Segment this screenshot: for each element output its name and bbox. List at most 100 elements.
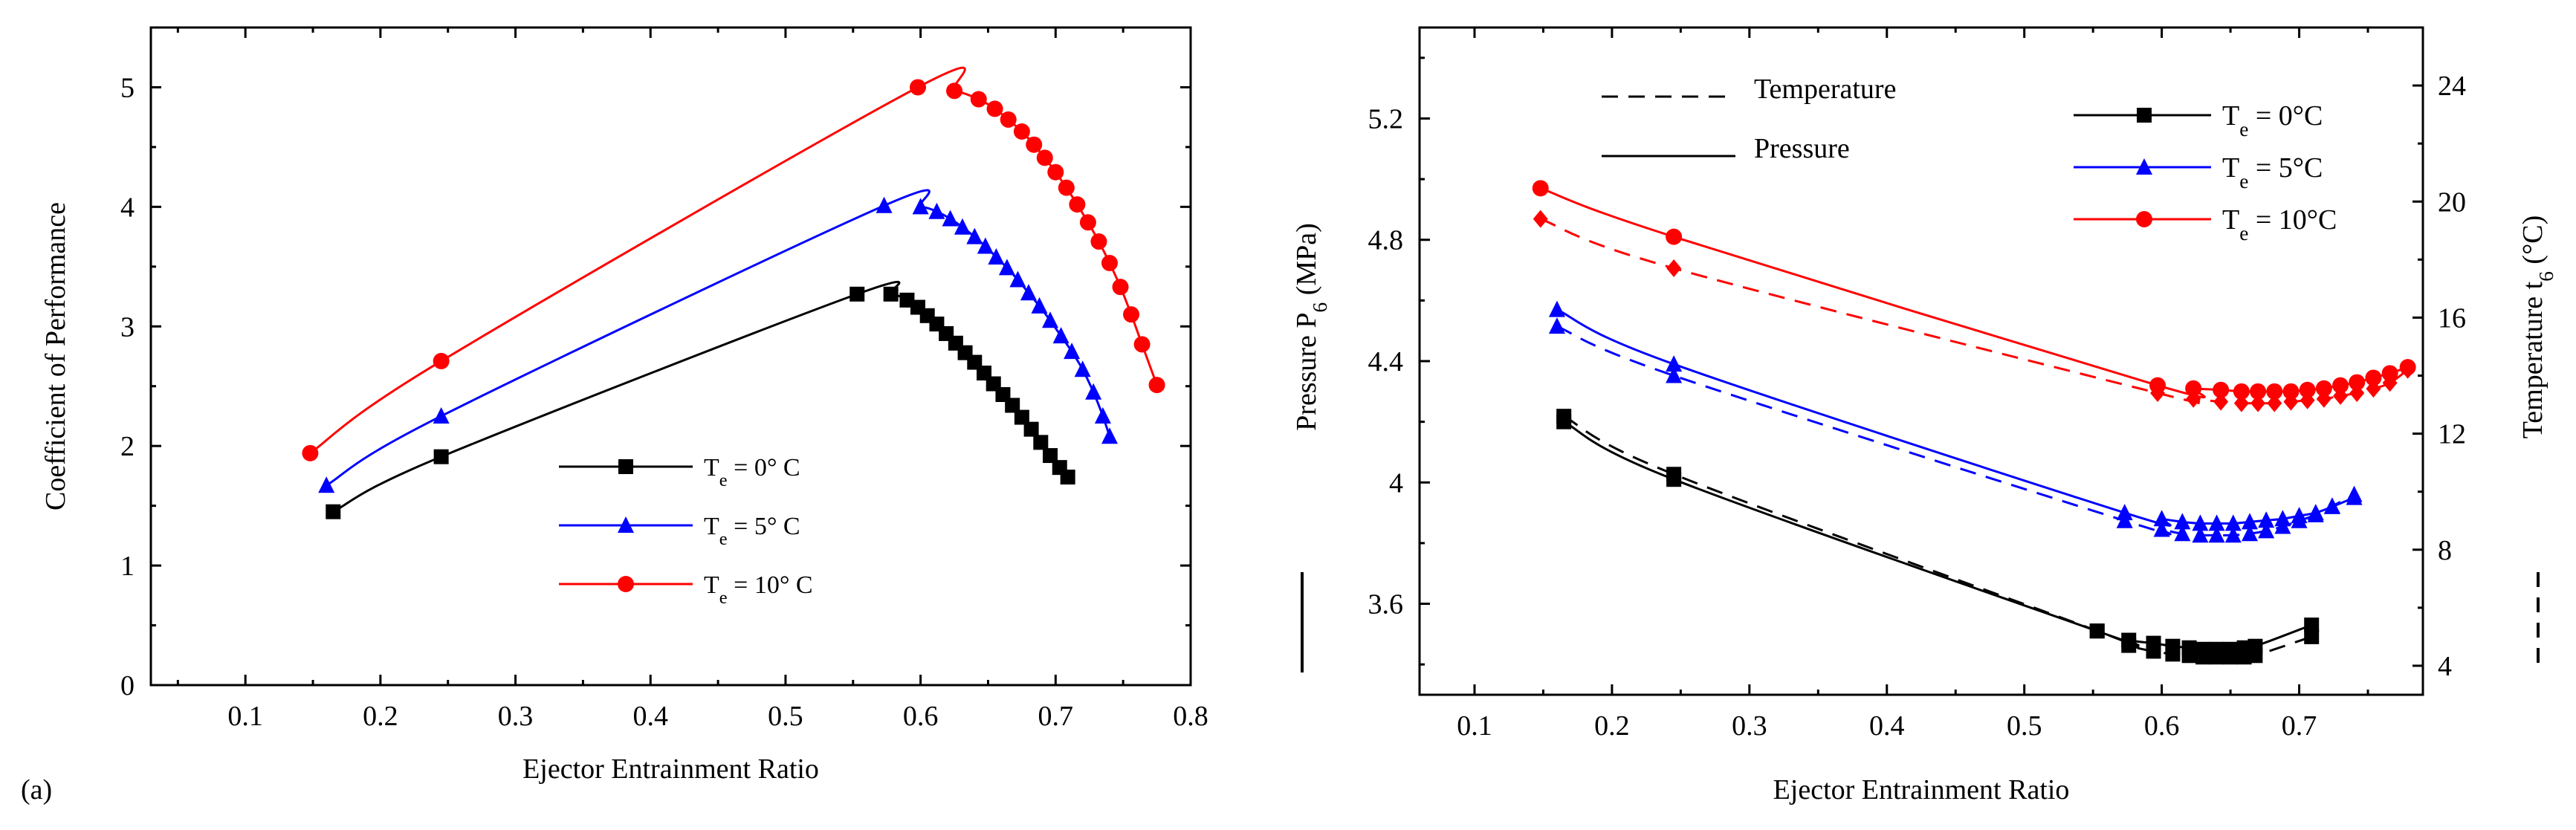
legend-label-part: e <box>719 588 728 608</box>
data-point <box>1014 409 1029 425</box>
data-point <box>2332 377 2349 394</box>
data-point <box>1123 306 1140 323</box>
data-point <box>2146 643 2161 659</box>
data-point <box>1666 467 1682 482</box>
data-point <box>2192 514 2209 531</box>
data-point <box>2208 514 2225 531</box>
legend-label-part: T <box>2222 100 2239 132</box>
style-legend-label: Temperature <box>1754 74 1896 105</box>
series-line <box>1563 415 2312 659</box>
data-point <box>2233 394 2249 412</box>
data-point <box>2316 389 2331 408</box>
x-tick-label: 0.4 <box>1869 710 1905 742</box>
y-right-tick-label: 16 <box>2438 302 2466 334</box>
data-point <box>1023 421 1039 437</box>
data-point <box>1013 123 1030 140</box>
data-point <box>1666 259 1682 278</box>
y-right-tick-label: 4 <box>2438 651 2452 682</box>
data-point <box>1042 311 1059 328</box>
legend-label-part: = 10°C <box>2248 204 2337 236</box>
data-point <box>954 218 971 235</box>
data-point <box>1101 254 1118 271</box>
data-point <box>2291 511 2308 528</box>
data-point <box>1058 179 1075 196</box>
data-point <box>2333 386 2349 405</box>
legend-label: Te = 0°C <box>2222 100 2323 140</box>
data-point <box>2213 381 2230 398</box>
data-point <box>2224 514 2242 531</box>
y-left-tick-label: 4.4 <box>1368 346 1404 377</box>
chart-b: 0.1 0.2 0.3 0.4 0.5 0.6 0.7 3.6 4 4.4 4.8 5.2 4 8 12 16… <box>1291 26 2557 805</box>
data-point <box>1532 180 1549 197</box>
data-point <box>2185 380 2202 397</box>
y-left-tick-label: 4 <box>1389 467 1403 499</box>
data-point <box>1031 296 1048 314</box>
legend-marker <box>2136 158 2152 175</box>
data-point <box>1005 398 1020 413</box>
data-point <box>2266 383 2283 400</box>
series-line <box>309 66 1158 455</box>
data-point <box>318 476 335 493</box>
data-point <box>2282 383 2300 400</box>
data-point <box>2089 623 2105 639</box>
series-line <box>326 189 1111 487</box>
legend-marker <box>618 516 634 533</box>
legend-label-part: = 5° C <box>728 513 800 540</box>
x-tick-label: 0.6 <box>2144 710 2180 742</box>
data-point <box>2165 646 2181 662</box>
data-point <box>2349 374 2366 391</box>
legend-label: Te = 10° C <box>704 571 813 608</box>
data-point <box>1026 136 1043 153</box>
data-point <box>1533 210 1548 228</box>
data-point <box>1094 406 1111 424</box>
legend-label-part: e <box>719 529 728 549</box>
data-point <box>1052 327 1069 344</box>
data-point <box>433 449 449 464</box>
y-right-axis-label-part: (°C) <box>2517 215 2549 271</box>
data-point <box>2323 497 2340 514</box>
legend-label-part: e <box>2239 170 2248 192</box>
data-point <box>2208 526 2225 543</box>
data-point <box>1020 284 1037 301</box>
series-line <box>332 280 1069 513</box>
data-point <box>1090 233 1107 250</box>
data-point <box>942 210 959 227</box>
data-point <box>2195 649 2211 665</box>
y-left-tick-label: 4.8 <box>1368 225 1404 256</box>
data-point <box>2192 526 2209 543</box>
data-point <box>1666 228 1683 245</box>
data-point <box>883 286 899 302</box>
y-tick-label: 5 <box>120 72 135 103</box>
data-point <box>2315 380 2332 397</box>
legend-label: Te = 5° C <box>704 513 800 549</box>
y-left-axis-label-part: 6 <box>1309 302 1331 313</box>
data-point <box>1556 409 1572 424</box>
x-tick-label: 0.8 <box>1173 701 1208 732</box>
data-point <box>2153 510 2170 527</box>
data-point <box>977 237 994 254</box>
chart-a-frame <box>149 26 1192 687</box>
legend-label-part: T <box>2222 152 2239 184</box>
y-right-tick-label: 8 <box>2438 535 2452 566</box>
data-point <box>876 196 893 213</box>
data-point <box>1000 111 1017 128</box>
data-point <box>1101 427 1118 444</box>
data-point <box>2365 369 2382 386</box>
y-left-tick-label: 5.2 <box>1368 103 1404 134</box>
data-point <box>326 504 341 519</box>
panel-label: (a) <box>21 774 52 805</box>
y-right-axis-label-part: Temperature t <box>2517 281 2549 438</box>
data-point <box>2174 525 2191 542</box>
y-tick-label: 1 <box>120 551 135 582</box>
data-point <box>2247 648 2263 664</box>
data-point <box>2181 648 2197 664</box>
data-point <box>2250 383 2267 400</box>
data-point <box>2299 381 2316 398</box>
legend-label-part: T <box>2222 204 2239 236</box>
data-point <box>2224 526 2242 543</box>
legend-marker <box>618 576 634 592</box>
data-point <box>850 286 865 302</box>
legend-label-part: T <box>704 454 719 482</box>
data-point <box>1060 470 1075 485</box>
